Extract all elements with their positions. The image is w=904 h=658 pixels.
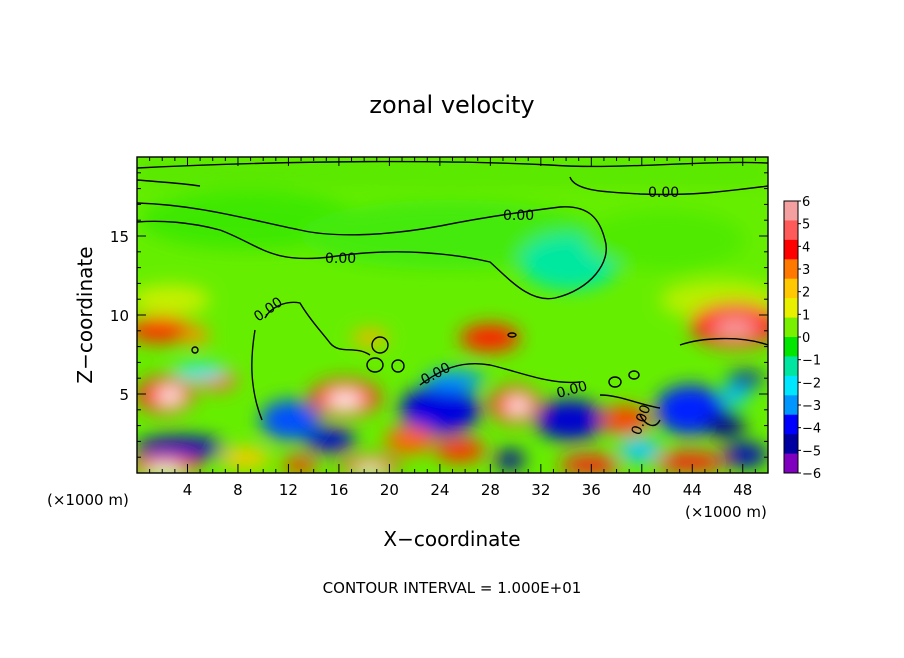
- x-tick-label: 16: [329, 481, 348, 499]
- colorbar-swatch: [784, 239, 798, 260]
- contour-label: 0.00: [555, 378, 589, 402]
- x-tick-label: 36: [582, 481, 601, 499]
- colorbar-swatch: [784, 278, 798, 299]
- x-tick-label: 40: [632, 481, 651, 499]
- colorbar-label: −2: [802, 376, 821, 391]
- y-tick-label: 10: [110, 307, 129, 325]
- velocity-field: 0.00 0.00 0.00 0.00 0.00 0.00 0.00: [137, 157, 768, 473]
- colorbar-label: 1: [802, 308, 810, 323]
- x-tick-label: 8: [233, 481, 243, 499]
- colorbar-label: 4: [802, 240, 810, 255]
- x-unit-right: (×1000 m): [685, 503, 767, 521]
- contour-label: 0.00: [648, 185, 679, 201]
- zero-contours: [137, 160, 768, 427]
- colorbar: 6 5 4 3 2 1 0 −1 −2 −3 −4 −5 −6: [783, 195, 821, 482]
- colorbar-swatch: [784, 259, 798, 280]
- colorbar-label: −3: [802, 399, 821, 414]
- y-tick-label: 15: [110, 228, 129, 246]
- colorbar-swatch: [784, 395, 798, 416]
- colorbar-swatch: [784, 220, 798, 241]
- contour-interval-note: CONTOUR INTERVAL = 1.000E+01: [323, 579, 582, 597]
- colorbar-label: −5: [802, 444, 821, 459]
- colorbar-label: 2: [802, 286, 810, 301]
- colorbar-label: −1: [802, 354, 821, 369]
- contour-label: 0.00: [325, 251, 356, 267]
- y-tick-label: 5: [119, 386, 129, 404]
- chart-title: zonal velocity: [369, 91, 534, 119]
- x-tick-label: 12: [279, 481, 298, 499]
- colorbar-swatch: [784, 414, 798, 435]
- x-unit-left: (×1000 m): [47, 491, 129, 509]
- colorbar-swatch: [784, 317, 798, 338]
- x-tick-label: 28: [481, 481, 500, 499]
- colorbar-swatch: [784, 375, 798, 396]
- colorbar-swatch: [784, 453, 798, 474]
- colorbar-label: 3: [802, 263, 810, 278]
- x-axis-label: X−coordinate: [383, 527, 520, 551]
- contour-label: 0.00: [503, 208, 534, 224]
- colorbar-swatch: [784, 356, 798, 377]
- x-tick-label: 24: [430, 481, 449, 499]
- x-tick-label: 4: [183, 481, 193, 499]
- colorbar-label: 5: [802, 218, 810, 233]
- x-tick-label: 32: [531, 481, 550, 499]
- colorbar-label: −6: [802, 467, 821, 482]
- colorbar-swatch: [784, 201, 798, 221]
- colorbar-swatch: [784, 337, 798, 357]
- y-axis-label: Z−coordinate: [73, 246, 97, 383]
- colorbar-label: 0: [802, 331, 810, 346]
- colorbar-swatch: [784, 434, 798, 455]
- x-tick-label: 20: [380, 481, 399, 499]
- colorbar-label: −4: [802, 422, 821, 437]
- x-tick-label: 48: [733, 481, 752, 499]
- colorbar-swatch: [784, 298, 798, 319]
- x-tick-label: 44: [683, 481, 702, 499]
- colorbar-label: 6: [802, 195, 810, 210]
